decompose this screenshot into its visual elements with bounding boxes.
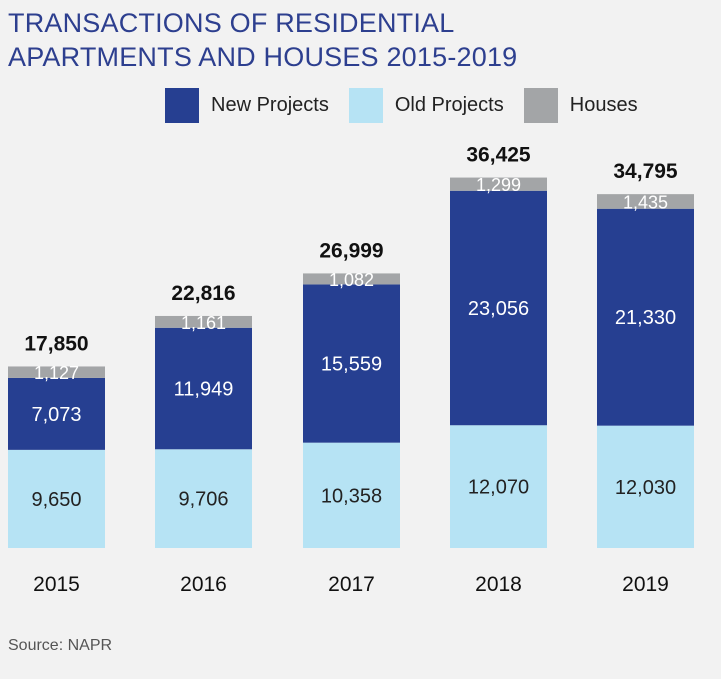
bar-houses-2017 [303, 273, 400, 285]
chart-title-line-2: APARTMENTS AND HOUSES 2015-2019 [8, 42, 518, 72]
value-label-old-projects-2015: 9,650 [31, 489, 81, 511]
value-label-new-projects-2015: 7,073 [31, 404, 81, 426]
bar-houses-2019 [597, 194, 694, 209]
value-label-houses-2018: 1,299 [476, 175, 521, 195]
bar-houses-2016 [155, 315, 252, 328]
value-label-houses-2017: 1,082 [329, 270, 374, 290]
total-label-2019: 34,795 [613, 160, 678, 183]
value-label-houses-2019: 1,435 [623, 192, 668, 212]
value-label-new-projects-2018: 23,056 [468, 298, 529, 320]
value-label-houses-2016: 1,161 [181, 313, 226, 333]
legend-item-new-projects: New Projects [165, 88, 329, 123]
chart-title: TRANSACTIONS OF RESIDENTIAL APARTMENTS A… [8, 6, 517, 74]
legend-swatch-old-projects [348, 88, 383, 123]
bar-old-projects-2019 [597, 425, 694, 548]
total-label-2018: 36,425 [466, 144, 531, 167]
legend-item-old-projects: Old Projects [348, 88, 504, 123]
x-tick-label-2015: 2015 [33, 573, 80, 596]
bar-houses-2015 [8, 366, 105, 378]
bar-old-projects-2016 [155, 449, 252, 548]
bar-old-projects-2015 [8, 449, 105, 548]
value-label-old-projects-2017: 10,358 [321, 485, 382, 507]
x-tick-label-2016: 2016 [180, 573, 227, 596]
legend-label-houses: Houses [569, 94, 638, 116]
source-note: Source: NAPR [8, 637, 113, 654]
x-tick-label-2019: 2019 [622, 573, 669, 596]
bar-old-projects-2017 [303, 442, 400, 548]
bar-old-projects-2018 [450, 425, 547, 548]
total-label-2015: 17,850 [24, 332, 88, 355]
bar-new-projects-2019 [597, 208, 694, 426]
x-tick-label-2017: 2017 [328, 573, 375, 596]
bar-new-projects-2018 [450, 190, 547, 426]
total-label-2016: 22,816 [171, 282, 235, 305]
bar-houses-2018 [450, 177, 547, 191]
value-label-old-projects-2019: 12,030 [615, 477, 676, 499]
bar-new-projects-2017 [303, 284, 400, 443]
x-tick-label-2018: 2018 [475, 573, 522, 596]
legend-label-new-projects: New Projects [211, 94, 329, 116]
legend-swatch-houses [523, 88, 558, 123]
bar-new-projects-2016 [155, 327, 252, 450]
value-label-old-projects-2018: 12,070 [468, 477, 529, 499]
value-label-old-projects-2016: 9,706 [178, 489, 228, 511]
legend-swatch-new-projects [165, 88, 199, 123]
value-label-new-projects-2017: 15,559 [321, 354, 382, 376]
bar-new-projects-2015 [8, 377, 105, 450]
value-label-new-projects-2019: 21,330 [615, 307, 676, 329]
chart-title-line-1: TRANSACTIONS OF RESIDENTIAL [8, 8, 455, 38]
legend-label-old-projects: Old Projects [394, 94, 504, 116]
chart-legend: New Projects Old Projects Houses [165, 88, 658, 123]
total-label-2017: 26,999 [319, 239, 383, 262]
value-label-houses-2015: 1,127 [34, 363, 79, 383]
value-label-new-projects-2016: 11,949 [174, 379, 234, 401]
legend-item-houses: Houses [523, 88, 638, 123]
